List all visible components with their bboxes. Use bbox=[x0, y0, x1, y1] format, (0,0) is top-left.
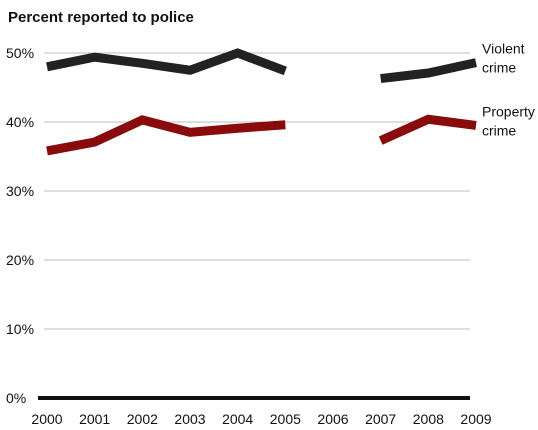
y-tick-label: 50% bbox=[6, 45, 34, 61]
y-tick-label: 40% bbox=[6, 114, 34, 130]
x-tick-label: 2004 bbox=[222, 411, 253, 427]
series-label: Property crime bbox=[482, 103, 535, 138]
series-line-1-segment-1 bbox=[378, 114, 477, 145]
y-tick-label: 0% bbox=[6, 390, 26, 406]
chart-title: Percent reported to police bbox=[8, 9, 194, 26]
x-tick-label: 2001 bbox=[79, 411, 110, 427]
x-axis: 2000 2001 2002 2003 2004 2005 2006 2007 2008 2009 bbox=[31, 411, 491, 427]
series-label-line: Violent bbox=[482, 41, 525, 57]
x-tick-label: 2008 bbox=[413, 411, 444, 427]
series-line-0-segment-0 bbox=[46, 48, 287, 76]
y-tick-label: 10% bbox=[6, 321, 34, 337]
x-tick-label: 2002 bbox=[127, 411, 158, 427]
series-label-line: crime bbox=[482, 60, 516, 76]
series-line-0-segment-1 bbox=[380, 58, 477, 84]
series-label-line: Property bbox=[482, 103, 535, 119]
x-tick-label: 2000 bbox=[31, 411, 62, 427]
x-tick-label: 2003 bbox=[174, 411, 205, 427]
x-tick-label: 2009 bbox=[460, 411, 491, 427]
x-tick-label: 2007 bbox=[365, 411, 396, 427]
x-tick-label: 2006 bbox=[317, 411, 348, 427]
y-axis: 0% 10% 20% 30% 40% 50% bbox=[6, 45, 34, 406]
y-tick-label: 30% bbox=[6, 183, 34, 199]
series-label: Violent crime bbox=[482, 41, 525, 76]
x-tick-label: 2005 bbox=[270, 411, 301, 427]
series-line-1-segment-0 bbox=[46, 115, 286, 156]
grid-lines bbox=[38, 52, 470, 400]
series-labels: Violent crime Property crime bbox=[482, 41, 535, 139]
series-lines bbox=[46, 48, 477, 156]
y-tick-label: 20% bbox=[6, 252, 34, 268]
series-label-line: crime bbox=[482, 122, 516, 138]
